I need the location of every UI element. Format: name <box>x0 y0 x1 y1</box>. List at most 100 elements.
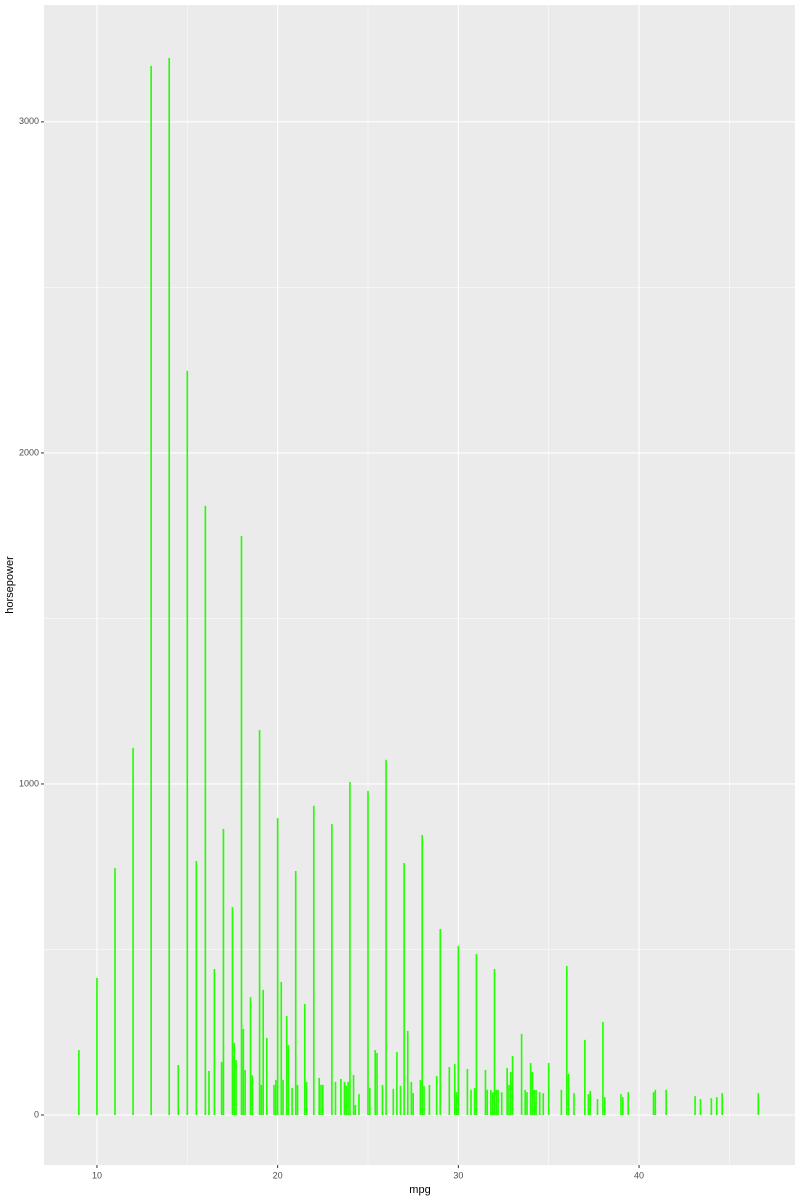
bar <box>486 1089 489 1116</box>
bar <box>258 730 261 1116</box>
bar <box>410 1081 413 1116</box>
bar <box>340 1078 342 1116</box>
bar <box>511 1056 514 1116</box>
bar <box>533 1089 536 1116</box>
bar <box>493 969 496 1116</box>
bar <box>195 861 198 1116</box>
bar <box>715 1097 718 1116</box>
y-tick-label: 1000 <box>19 778 39 788</box>
bar <box>491 1092 494 1116</box>
y-tick-label: 2000 <box>19 447 39 457</box>
bar <box>473 1087 476 1116</box>
bar <box>331 824 333 1116</box>
panel <box>44 5 795 1165</box>
bar <box>150 65 152 1116</box>
bar <box>435 1075 438 1116</box>
bar <box>470 1089 472 1116</box>
bar <box>244 1069 246 1116</box>
bar <box>213 969 216 1116</box>
bar <box>699 1099 702 1116</box>
bar <box>573 1093 575 1116</box>
bar <box>490 1089 492 1116</box>
bar <box>524 1089 527 1116</box>
bar <box>538 1092 541 1116</box>
bar <box>654 1089 657 1116</box>
y-axis-title: horsepower <box>4 556 16 614</box>
bar <box>305 1081 308 1116</box>
bar <box>535 1089 537 1116</box>
bar <box>565 966 568 1116</box>
y-tick-label: 3000 <box>19 116 39 126</box>
bar <box>396 1052 398 1116</box>
bar <box>665 1089 667 1116</box>
bar <box>495 1089 498 1116</box>
bar <box>419 1079 422 1116</box>
bar <box>186 370 189 1116</box>
bar <box>235 1060 237 1116</box>
x-tick-label: 30 <box>453 1170 463 1180</box>
bar <box>428 1084 431 1116</box>
bar <box>320 1084 322 1116</box>
bar <box>542 1093 545 1116</box>
bar <box>240 536 243 1116</box>
bar <box>421 834 424 1116</box>
bar <box>287 1045 290 1116</box>
bar <box>506 1068 508 1116</box>
bar <box>620 1094 622 1116</box>
bar <box>466 1068 469 1116</box>
bar <box>567 1073 570 1116</box>
x-tick-label: 10 <box>92 1170 102 1180</box>
bar <box>710 1098 713 1116</box>
bar <box>406 1030 409 1116</box>
bar <box>448 1067 451 1116</box>
bar <box>343 1081 346 1116</box>
bar <box>547 1063 550 1116</box>
bar <box>376 1053 378 1116</box>
x-axis-title: mpg <box>409 1184 430 1196</box>
bar <box>453 1064 456 1116</box>
bar <box>233 1042 236 1116</box>
bar <box>296 1084 299 1116</box>
bar <box>457 945 460 1116</box>
bar <box>509 1071 512 1116</box>
bar <box>526 1092 528 1116</box>
bar <box>280 981 283 1116</box>
bar <box>312 805 315 1116</box>
bar <box>652 1092 655 1116</box>
bar <box>354 1105 357 1116</box>
bar <box>368 1087 371 1116</box>
bar <box>484 1069 487 1116</box>
bar <box>273 1084 275 1116</box>
bar <box>231 907 234 1116</box>
bar <box>602 1021 604 1116</box>
bar <box>508 1084 510 1116</box>
bar <box>439 928 442 1116</box>
bar <box>500 1092 503 1116</box>
bar <box>694 1096 696 1116</box>
bar <box>222 828 225 1116</box>
bar <box>294 871 297 1116</box>
bar <box>584 1039 586 1116</box>
bar <box>208 1070 210 1116</box>
bar <box>334 1081 337 1116</box>
bar <box>114 868 116 1116</box>
bar <box>403 863 405 1116</box>
bar <box>560 1089 563 1116</box>
bar <box>177 1065 180 1116</box>
bar <box>497 1089 499 1116</box>
bar <box>78 1050 80 1116</box>
bar <box>132 747 134 1116</box>
bar <box>249 997 252 1116</box>
bar <box>475 954 478 1116</box>
bar <box>276 818 279 1116</box>
bar <box>352 1074 355 1116</box>
y-tick-label: 0 <box>34 1109 39 1119</box>
bar <box>412 1093 414 1116</box>
bar <box>358 1094 360 1116</box>
bar <box>275 1079 277 1116</box>
bar <box>621 1097 624 1116</box>
x-tick-label: 40 <box>634 1170 644 1180</box>
bar <box>291 1087 293 1116</box>
bar <box>392 1088 395 1116</box>
bar <box>168 57 171 1116</box>
